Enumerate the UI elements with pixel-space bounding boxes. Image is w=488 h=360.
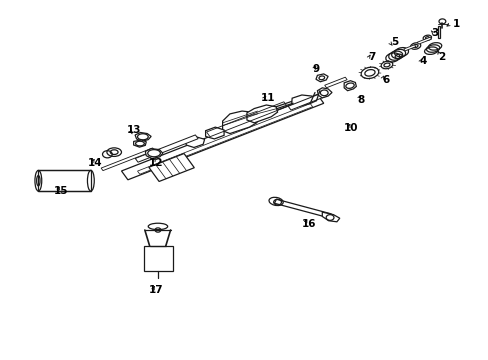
Text: 11: 11 [260, 93, 275, 103]
Polygon shape [148, 153, 194, 181]
Bar [143, 246, 173, 271]
Polygon shape [135, 135, 198, 162]
Bar [38, 170, 91, 191]
Polygon shape [403, 45, 415, 51]
Text: 4: 4 [419, 57, 426, 66]
Polygon shape [186, 137, 204, 148]
Text: 9: 9 [312, 64, 319, 74]
Polygon shape [416, 37, 430, 44]
Polygon shape [121, 94, 323, 180]
Polygon shape [344, 81, 356, 91]
Text: 5: 5 [391, 37, 398, 48]
Text: 8: 8 [357, 95, 364, 105]
Polygon shape [315, 74, 327, 82]
Polygon shape [317, 88, 331, 98]
Polygon shape [291, 95, 316, 107]
Polygon shape [133, 140, 146, 147]
Text: 10: 10 [344, 123, 358, 133]
Text: 15: 15 [53, 186, 68, 197]
Text: 2: 2 [437, 52, 444, 62]
Polygon shape [137, 104, 312, 174]
Text: 6: 6 [381, 75, 388, 85]
Polygon shape [324, 77, 346, 88]
Text: 12: 12 [148, 158, 163, 168]
Polygon shape [246, 105, 277, 123]
Text: 16: 16 [301, 219, 315, 229]
Polygon shape [287, 93, 325, 110]
Text: 17: 17 [148, 285, 163, 295]
Polygon shape [145, 149, 163, 158]
Text: 13: 13 [126, 125, 141, 135]
Polygon shape [437, 26, 440, 38]
Text: 1: 1 [451, 18, 459, 28]
Polygon shape [205, 127, 224, 139]
Polygon shape [222, 111, 259, 134]
Polygon shape [135, 132, 151, 141]
Text: 3: 3 [430, 28, 438, 38]
Text: 14: 14 [87, 158, 102, 168]
Text: 7: 7 [367, 53, 375, 63]
Polygon shape [322, 212, 339, 222]
Polygon shape [101, 148, 154, 171]
Polygon shape [274, 199, 330, 218]
